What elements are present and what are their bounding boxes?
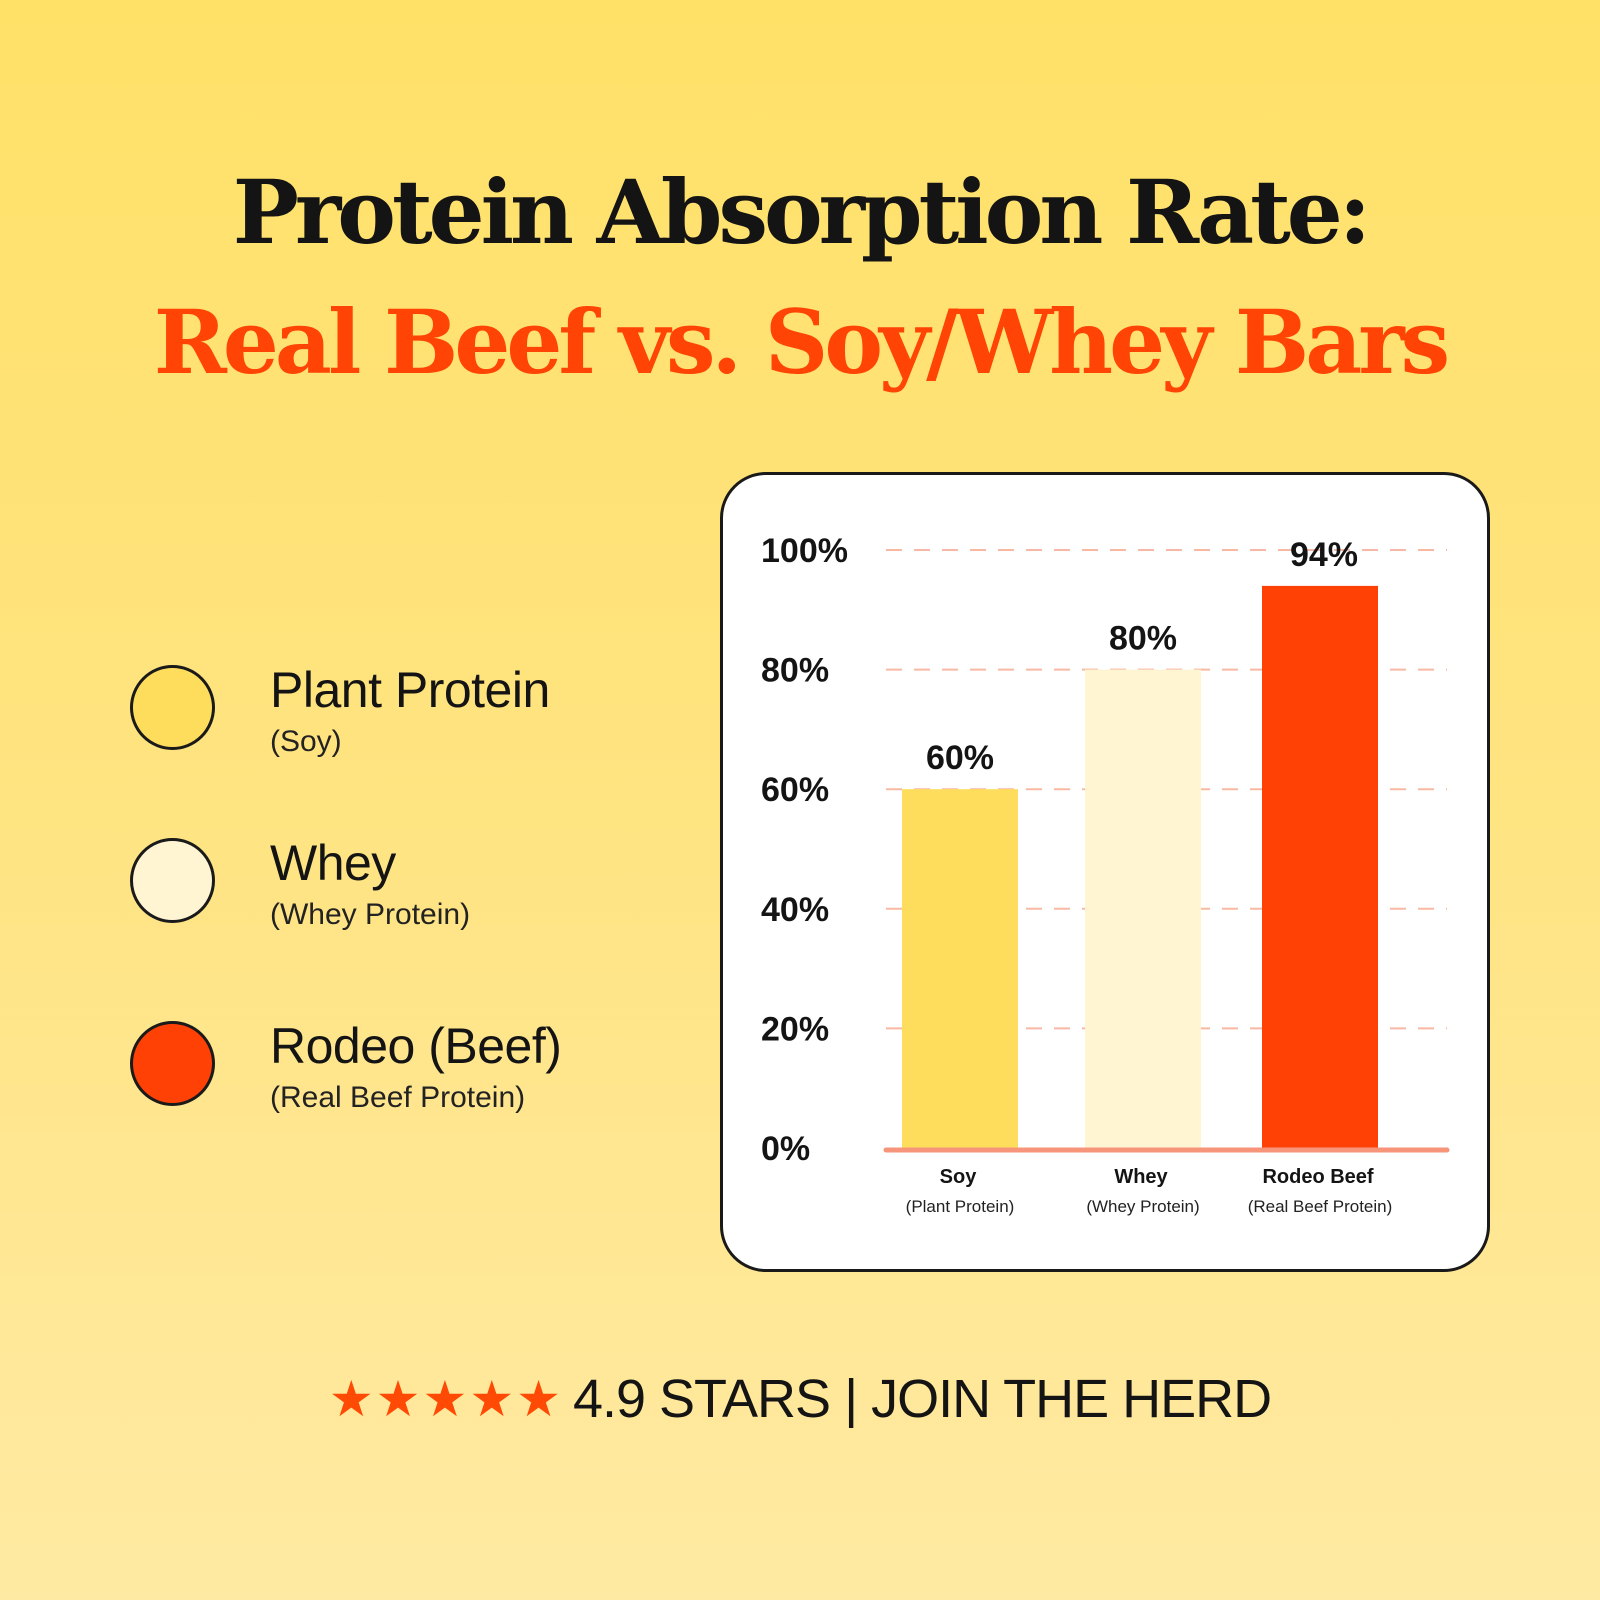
legend-label: Rodeo (Beef): [270, 1018, 562, 1074]
bar-rodeo-beef: [1262, 585, 1378, 1148]
x-tick-label: Whey: [1114, 1166, 1168, 1188]
y-tick-label: 40%: [761, 891, 829, 929]
bar-value-label: 94%: [1290, 536, 1358, 574]
legend-swatch-rodeo-beef: [130, 1021, 215, 1106]
legend-swatch-plant-protein: [130, 665, 215, 750]
y-tick-label: 60%: [761, 771, 829, 809]
bar-whey: [1085, 669, 1201, 1148]
bar-soy: [902, 789, 1018, 1148]
bar-value-label: 80%: [1109, 620, 1177, 658]
x-tick-label: Soy: [940, 1166, 978, 1188]
bar-value-label: 60%: [926, 739, 994, 777]
chart-subtitle: Real Beef vs. Soy/Whey Bars: [153, 290, 1450, 394]
x-tick-label: Rodeo Beef: [1262, 1166, 1373, 1188]
y-tick-label: 20%: [761, 1010, 829, 1048]
x-tick-sublabel: (Whey Protein): [1086, 1197, 1199, 1216]
legend-sublabel: (Whey Protein): [270, 898, 471, 931]
y-tick-label: 0%: [761, 1130, 810, 1168]
x-tick-sublabel: (Plant Protein): [906, 1197, 1015, 1216]
legend-label: Whey: [270, 835, 396, 891]
x-tick-sublabel: (Real Beef Protein): [1248, 1197, 1393, 1216]
legend-swatch-whey: [130, 838, 215, 923]
chart-card: 0% 20% 40% 60% 80% 100% 60% Soy (Plant Protein) 8…: [720, 472, 1490, 1272]
legend-sublabel: (Soy): [270, 725, 342, 758]
legend-sublabel: (Real Beef Protein): [270, 1081, 526, 1114]
legend-label: Plant Protein: [270, 662, 550, 718]
footer-rating: ★★★★★ 4.9 STARS | JOIN THE HERD: [0, 1372, 1600, 1426]
legend-item-whey: Whey (Whey Protein): [130, 835, 670, 978]
chart-title: Protein Absorption Rate:: [232, 160, 1372, 264]
y-tick-label: 80%: [761, 652, 829, 690]
legend-item-rodeo-beef: Rodeo (Beef) (Real Beef Protein): [130, 1018, 670, 1161]
legend-item-plant-protein: Plant Protein (Soy): [130, 662, 670, 805]
footer-text: 4.9 STARS | JOIN THE HERD: [572, 1369, 1272, 1429]
rating-stars-icon: ★★★★★: [328, 1371, 563, 1427]
y-tick-label: 100%: [761, 532, 848, 570]
bar-chart: 0% 20% 40% 60% 80% 100% 60% Soy (Plant Protein) 8…: [761, 532, 1450, 1216]
